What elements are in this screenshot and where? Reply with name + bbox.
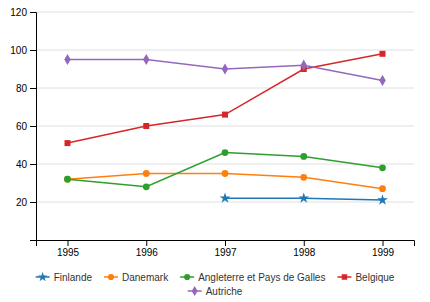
series [64,54,385,86]
legend-symbol [184,274,190,280]
tick: 1998 [293,240,316,258]
point [222,112,228,118]
point [377,194,388,204]
tick-mark [383,240,384,246]
grid-line [36,126,414,127]
point [301,60,307,71]
point [300,174,307,181]
tick-label: 80 [16,83,28,94]
point [64,176,71,183]
legend: Finlande Danemark Angleterre et Pays de Ga… [36,272,395,297]
series [64,149,386,190]
tick: 100 [10,45,36,56]
point [143,54,149,65]
legend-symbol [108,274,114,280]
point [379,185,386,192]
tick-label: 100 [10,45,27,56]
tick-mark [30,50,36,51]
point [380,51,386,57]
grid [36,12,414,202]
point [64,176,71,183]
tick-label: 60 [16,121,28,132]
tick-mark [225,240,226,246]
point [222,63,228,74]
tick-label: 20 [16,197,28,208]
tick-mark [146,240,147,246]
point [298,193,309,203]
tick-label: 1997 [214,247,237,258]
tick-label: 1998 [293,247,316,258]
grid-line [36,12,414,13]
point [222,149,229,156]
x-axis-line [37,241,415,247]
legend-label: Danemark [122,272,169,283]
tick-label: 1996 [136,247,159,258]
tick: 60 [16,121,36,132]
series [64,170,386,192]
point [379,75,385,86]
legend-label: Autriche [206,286,243,297]
tick-mark [30,126,36,127]
tick: 1996 [136,240,159,258]
legend-item: Finlande [36,272,93,283]
point [143,170,150,177]
tick: 1999 [372,240,395,258]
tick-mark [30,202,36,203]
series [65,51,386,146]
legend-symbol [38,272,48,281]
tick-label: 1999 [372,247,395,258]
tick: 1995 [57,240,80,258]
tick: 20 [16,197,36,208]
line [68,54,383,143]
line [68,60,383,81]
tick-mark [30,12,36,13]
tick-mark [30,164,36,165]
legend-label: Angleterre et Pays de Galles [198,272,325,283]
legend-symbol [342,274,347,279]
tick: 1997 [214,240,237,258]
point [300,153,307,160]
plot-area [64,51,388,205]
y-axis-line [30,13,37,241]
legend-symbol [192,286,198,296]
legend-item: Belgique [337,272,394,283]
chart-container: Finlande Danemark Angleterre et Pays de Ga… [0,0,430,302]
legend-label: Belgique [355,272,394,283]
point [220,193,231,203]
legend-item: Angleterre et Pays de Galles [180,272,325,283]
grid-line [36,50,414,51]
tick: 80 [16,83,36,94]
tick: 40 [16,159,36,170]
legend-item: Autriche [188,286,243,297]
legend-item: Danemark [104,272,169,283]
point [143,183,150,190]
x-axis: 1995 1996 1997 1998 1999 [37,240,415,258]
tick: 120 [10,7,36,18]
legend-label: Finlande [54,272,93,283]
series [220,193,388,205]
line [68,153,383,187]
point [222,170,229,177]
y-axis: 20 40 60 80 100 120 [10,7,36,241]
tick-label: 120 [10,7,27,18]
point [143,123,149,129]
tick-mark [304,240,305,246]
point [379,164,386,171]
grid-line [36,88,414,89]
tick-mark [30,88,36,89]
point [64,54,70,65]
tick-label: 40 [16,159,28,170]
point [65,140,71,146]
tick-mark [68,240,69,246]
tick-label: 1995 [57,247,80,258]
grid-line [36,202,414,203]
chart: Finlande Danemark Angleterre et Pays de Ga… [0,0,430,302]
